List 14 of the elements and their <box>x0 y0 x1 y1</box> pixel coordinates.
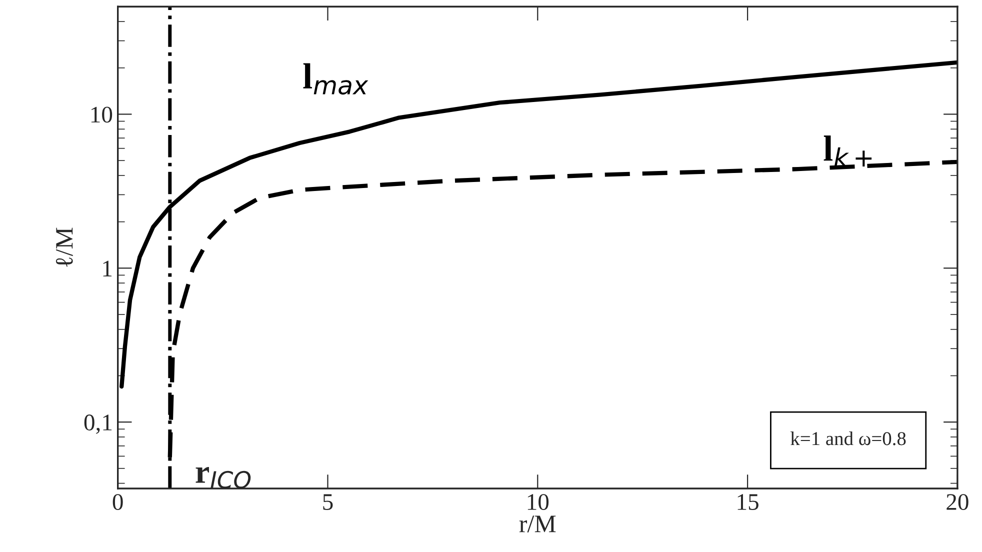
y-tick-label: 10 <box>91 106 112 123</box>
x-tick-label: 15 <box>738 494 758 510</box>
x-tick-label: 0 <box>112 494 123 510</box>
y-tick-label: 0,1 <box>84 414 112 434</box>
x-tick-label: 20 <box>946 494 968 510</box>
x-tick-label: 10 <box>528 494 549 510</box>
y-axis-title: ℓ/M <box>56 228 73 267</box>
ref-line-label: r$_{ICO}$ <box>196 466 251 489</box>
y-tick-label: 1 <box>103 260 112 276</box>
annotation: k=1 and ω=0.8 <box>790 432 906 446</box>
x-tick-label: 5 <box>323 494 333 510</box>
x-axis-title: r/M <box>519 516 556 532</box>
series-label: l$_{k+}$ <box>824 136 872 167</box>
series-label: l$_{max}$ <box>303 63 368 95</box>
